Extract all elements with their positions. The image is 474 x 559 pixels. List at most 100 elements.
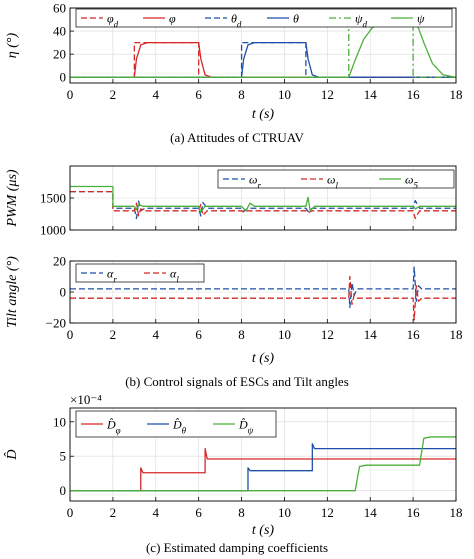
legend-subscript: d [237, 20, 242, 30]
x-tick-label: 18 [450, 505, 463, 520]
legend-symbol: D̂ [106, 418, 116, 432]
legend-symbol: θ [293, 12, 299, 26]
series-line-φ_d [70, 41, 456, 78]
y-tick-label: 20 [53, 47, 66, 62]
y-tick-label: 0 [60, 285, 67, 300]
x-tick-label: 4 [153, 327, 160, 342]
legend-symbol: ω [249, 173, 257, 187]
x-tick-label: 10 [278, 87, 291, 102]
x-tick-label: 18 [450, 87, 463, 102]
legend-subscript: d [362, 20, 367, 30]
x-tick-label: 16 [407, 505, 421, 520]
axes-frame [69, 260, 457, 324]
legend-label: D̂θ [172, 418, 187, 436]
axes-frame [69, 407, 457, 502]
legend-label: θ [293, 12, 299, 26]
x-tick-label: 8 [238, 505, 245, 520]
y-tick-label: 5 [60, 449, 67, 464]
x-tick-label: 0 [67, 327, 74, 342]
x-tick-label: 4 [153, 505, 160, 520]
legend-label: ω5 [405, 173, 418, 191]
caption-c: (c) Estimated damping coefficients [146, 540, 328, 555]
series-group [70, 266, 456, 321]
x-tick-label: 14 [364, 87, 378, 102]
legend-subscript: r [257, 181, 261, 191]
series-line-α_r [70, 266, 456, 309]
legend-symbol: ω [405, 173, 413, 187]
x-tick-label: 0 [67, 505, 74, 520]
legend-label: ωr [249, 173, 261, 191]
x-tick-label: 6 [195, 87, 202, 102]
x-tick-label: 12 [321, 87, 334, 102]
x-tick-label: 8 [238, 327, 245, 342]
series-line-D̂_θ [70, 443, 456, 492]
caption-a: (a) Attitudes of CTRUAV [170, 130, 304, 145]
legend-subscript: l [176, 275, 179, 285]
axes-frame [69, 7, 457, 84]
series-group [70, 436, 456, 492]
legend-label: D̂ψ [238, 418, 254, 436]
legend-subscript: 5 [413, 181, 418, 191]
legend-symbol: α [107, 267, 114, 281]
axes-frame [69, 165, 457, 231]
y-tick-label: −20 [46, 316, 66, 331]
x-tick-label: 12 [321, 505, 334, 520]
legend: D̂φ D̂θ D̂ψ [75, 410, 277, 438]
x-tick-label: 10 [278, 505, 291, 520]
legend-box [75, 8, 453, 28]
x-tick-label: 4 [153, 87, 160, 102]
y-tick-label: 0 [60, 483, 67, 498]
legend: αr αl [75, 263, 205, 285]
x-tick-label: 10 [278, 327, 291, 342]
x-tick-label: 18 [450, 327, 463, 342]
series-group [70, 185, 456, 220]
series-line-D̂_ψ [70, 436, 456, 492]
legend-label: αl [170, 267, 179, 285]
series-group [70, 18, 456, 78]
legend-symbol: D̂ [172, 418, 182, 432]
legend-label: ψd [355, 12, 367, 30]
legend-subscript: l [335, 181, 338, 191]
legend-symbol: α [170, 267, 177, 281]
y-tick-label: 60 [53, 1, 66, 16]
legend-symbol: ψ [417, 12, 425, 26]
x-tick-label: 2 [110, 87, 117, 102]
legend-symbol: φ [169, 12, 176, 26]
x-tick-label: 8 [238, 87, 245, 102]
legend-subscript: φ [116, 426, 121, 436]
series-line-ψ_d [70, 18, 456, 78]
series-line-ω_r [70, 190, 456, 220]
legend-label: αr [107, 267, 117, 285]
legend: ωr ωl ω5 [217, 169, 455, 191]
series-line-θ [70, 41, 456, 78]
legend-symbol: φ [107, 12, 114, 26]
legend-symbol: ψ [355, 12, 363, 26]
legend: φd φ θd θ ψd ψ [75, 8, 453, 30]
legend-box [75, 410, 277, 438]
legend-label: φd [107, 12, 119, 30]
series-line-θ_d [70, 41, 456, 78]
y-axis-title: PWM (μs) [5, 169, 20, 228]
x-tick-label: 14 [364, 327, 378, 342]
y-axis-title: D̂ [4, 449, 20, 460]
y-tick-label: 40 [53, 24, 66, 39]
y-tick-label: 10 [53, 414, 66, 429]
x-tick-label: 16 [407, 327, 421, 342]
x-tick-label: 2 [110, 327, 117, 342]
legend-subscript: d [114, 20, 119, 30]
legend-box [217, 169, 455, 189]
legend-box [75, 263, 205, 283]
legend-label: ωl [327, 173, 338, 191]
series-line-α_l [70, 275, 456, 321]
legend-symbol: D̂ [238, 418, 248, 432]
x-tick-label: 2 [110, 505, 117, 520]
series-line-ψ [70, 18, 456, 78]
x-axis-title: t (s) [252, 523, 275, 538]
legend-label: θd [231, 12, 242, 30]
y-tick-label: 20 [53, 254, 66, 269]
legend-label: φ [169, 12, 176, 26]
